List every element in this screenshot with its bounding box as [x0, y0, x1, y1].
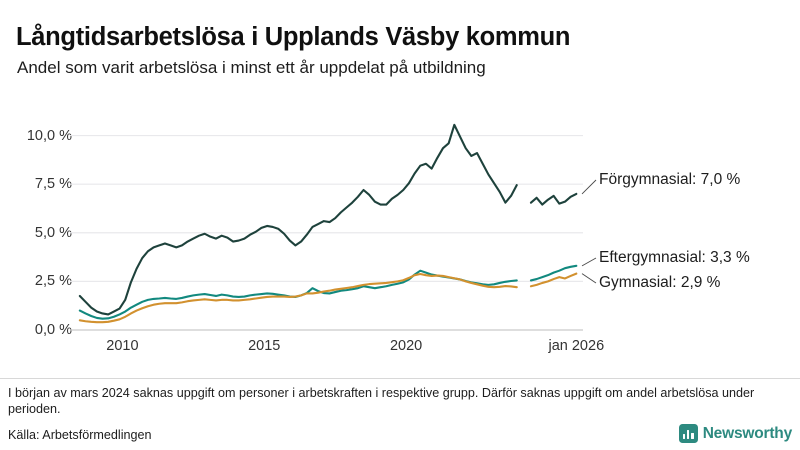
line-chart-svg — [70, 123, 597, 331]
series-line-förgymnasial — [529, 192, 578, 206]
bar-chart-icon-bar — [682, 434, 686, 439]
series-label-förgymnasial: Förgymnasial: 7,0 % — [599, 171, 741, 188]
y-axis-tick: 10,0 % — [26, 127, 72, 144]
x-axis-tick: 2010 — [106, 338, 139, 354]
page-title: Långtidsarbetslösa i Upplands Väsby komm… — [16, 23, 571, 52]
series-line-eftergymnasial — [529, 264, 578, 282]
label-connector — [581, 273, 597, 284]
newsworthy-logo: Newsworthy — [678, 424, 793, 443]
series-line-gymnasial — [78, 272, 518, 324]
page-subtitle: Andel som varit arbetslösa i minst ett å… — [17, 58, 486, 77]
y-axis-tick: 5,0 % — [34, 224, 72, 241]
x-axis-tick: 2015 — [248, 338, 281, 354]
label-connector — [581, 257, 597, 267]
y-axis-tick: 2,5 % — [34, 273, 72, 290]
brand-name: Newsworthy — [702, 424, 793, 442]
x-axis-labels: 2010 2015 2020 jan 2026 — [0, 338, 800, 368]
chart-footnote: I början av mars 2024 saknas uppgift om … — [8, 386, 755, 417]
y-axis-tick: 7,5 % — [34, 176, 72, 193]
bar-chart-icon — [678, 424, 698, 443]
series-line-förgymnasial — [78, 123, 518, 316]
y-axis-labels: 0,0 % 2,5 % 5,0 % 7,5 % 10,0 % — [0, 90, 72, 365]
chart-source: Källa: Arbetsförmedlingen — [8, 428, 152, 442]
bar-chart-icon-bar — [690, 432, 694, 439]
x-axis-tick: jan 2026 — [548, 338, 605, 354]
x-axis-tick: 2020 — [389, 338, 423, 354]
series-line-gymnasial — [529, 272, 578, 288]
y-axis-tick: 0,0 % — [34, 322, 72, 338]
label-connector — [581, 179, 597, 195]
chart-plot-area — [0, 90, 800, 365]
footer-divider — [0, 378, 800, 379]
bar-chart-icon-bar — [686, 430, 690, 439]
series-label-eftergymnasial: Eftergymnasial: 3,3 % — [599, 249, 750, 266]
series-label-gymnasial: Gymnasial: 2,9 % — [599, 274, 721, 291]
